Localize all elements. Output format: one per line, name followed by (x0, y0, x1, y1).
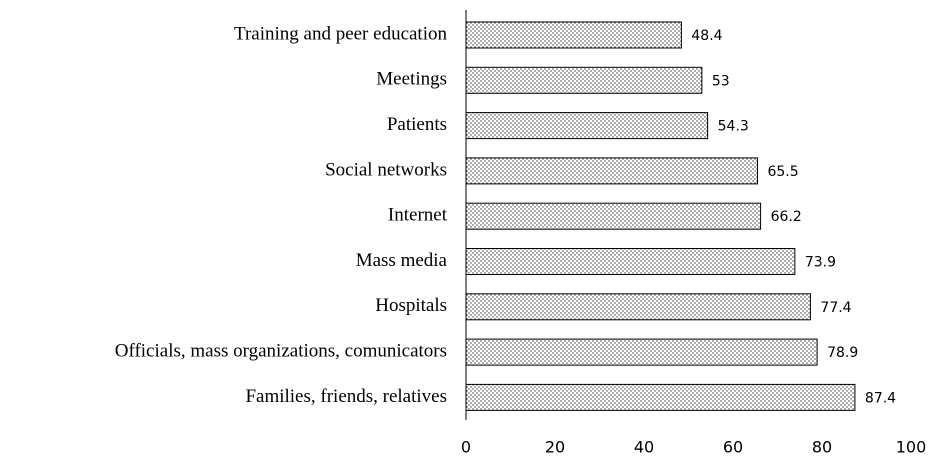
y-tick-label: Patients (387, 114, 447, 135)
data-label: 54.3 (718, 119, 749, 135)
x-tick-label: 100 (896, 438, 927, 457)
bar (465, 383, 856, 411)
x-tick-label: 60 (723, 438, 743, 457)
y-tick-label: Meetings (376, 69, 447, 90)
data-label: 78.9 (827, 345, 858, 361)
bar (465, 202, 762, 230)
bar (465, 293, 811, 321)
bar (465, 66, 703, 94)
bar (465, 21, 682, 49)
data-label: 66.2 (771, 209, 802, 225)
data-label: 48.4 (691, 28, 722, 44)
y-tick-label: Internet (388, 205, 448, 226)
x-tick-label: 20 (545, 438, 565, 457)
bar (465, 157, 758, 185)
bar (465, 338, 818, 366)
data-label: 87.4 (865, 390, 896, 406)
y-tick-label: Social networks (325, 159, 447, 180)
x-tick-label: 40 (634, 438, 654, 457)
bar (465, 112, 709, 140)
y-tick-label: Mass media (356, 250, 448, 271)
data-label: 77.4 (820, 300, 851, 316)
x-tick-label: 0 (461, 438, 471, 457)
y-tick-label: Training and peer education (234, 23, 447, 44)
x-tick-label: 80 (812, 438, 832, 457)
data-label: 73.9 (805, 255, 836, 271)
data-label: 65.5 (767, 164, 798, 180)
bar (465, 248, 796, 275)
y-tick-label: Families, friends, relatives (245, 386, 447, 407)
data-label: 53 (712, 73, 730, 89)
y-tick-label: Officials, mass organizations, comunicat… (115, 340, 447, 361)
y-tick-label: Hospitals (375, 295, 447, 316)
